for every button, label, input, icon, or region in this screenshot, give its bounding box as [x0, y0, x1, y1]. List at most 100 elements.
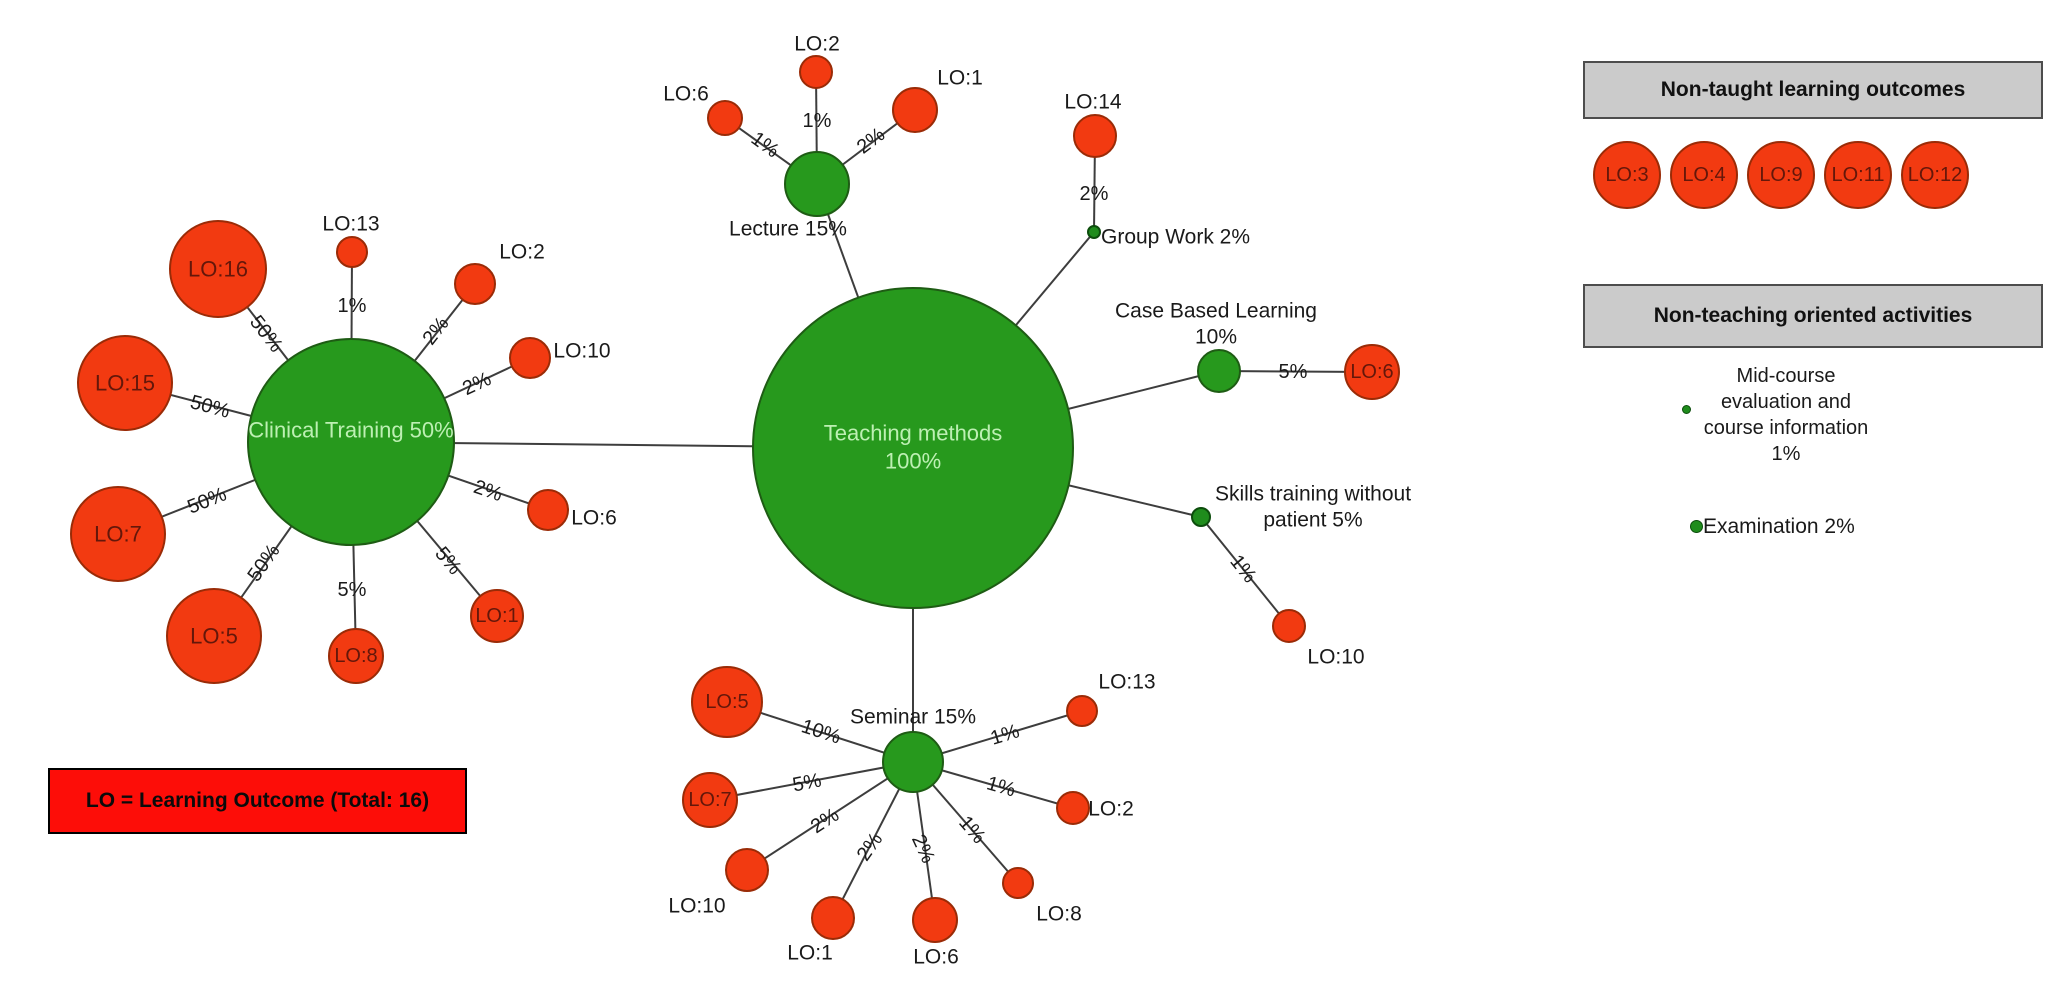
node-cl_lo15: [77, 335, 173, 431]
node-cl_lo1: [470, 589, 524, 643]
node-cl_lo10: [509, 337, 551, 379]
node-cl_lo6: [527, 489, 569, 531]
node-cl_lo16-label: LO:16: [188, 257, 248, 282]
node-groupwork-ext-label: Group Work 2%: [1101, 226, 1250, 249]
edge-seminar-se_lo10: [746, 761, 914, 871]
edge-label-skills-sk_lo10: 1%: [1225, 551, 1260, 587]
node-lecture-ext-label: Lecture 15%: [729, 218, 847, 241]
node-teaching: [752, 287, 1074, 609]
non-taught-lo-circle: LO:3: [1593, 141, 1661, 209]
node-casebased: [1197, 349, 1241, 393]
node-lec_lo1-ext-label: LO:1: [937, 67, 983, 90]
node-cl_lo13-ext-label: LO:13: [322, 213, 379, 236]
midcourse-activity-text: Mid-course evaluation and course informa…: [1688, 363, 1884, 467]
node-lec_lo6-ext-label: LO:6: [663, 83, 709, 106]
edge-label-clinical-cl_lo5: 50%: [244, 540, 285, 586]
node-lec_lo2: [799, 55, 833, 89]
edge-label-clinical-cl_lo7: 50%: [184, 483, 230, 518]
node-skills: [1191, 507, 1211, 527]
non-teaching-header-label: Non-teaching oriented activities: [1653, 304, 1973, 327]
node-se_lo2-ext-label: LO:2: [1088, 798, 1134, 821]
node-cl_lo8-label: LO:8: [334, 645, 377, 667]
edge-label-clinical-cl_lo6: 2%: [471, 476, 506, 506]
node-cl_lo2-ext-label: LO:2: [499, 241, 545, 264]
node-casebased-ext-label: 10%: [1195, 326, 1237, 349]
node-se_lo6-ext-label: LO:6: [913, 946, 959, 969]
edge-label-seminar-se_lo10: 2%: [807, 804, 843, 838]
node-groupwork: [1087, 225, 1101, 239]
node-teaching-label: Teaching methods: [824, 421, 1003, 446]
node-se_lo6: [912, 897, 958, 943]
edge-label-seminar-se_lo13: 1%: [988, 720, 1022, 750]
node-lec_lo6: [707, 100, 743, 136]
node-cl_lo8: [328, 628, 384, 684]
node-clinical-label: Clinical Training 50%: [248, 418, 453, 443]
edge-seminar-se_lo7: [709, 761, 914, 801]
edge-label-casebased-cb_lo6: 5%: [1279, 361, 1308, 383]
node-se_lo10: [725, 848, 769, 892]
node-se_lo2: [1056, 791, 1090, 825]
node-se_lo5-label: LO:5: [705, 691, 748, 713]
node-seminar: [882, 731, 944, 793]
node-se_lo10-ext-label: LO:10: [668, 895, 725, 918]
edge-label-seminar-se_lo1: 2%: [853, 829, 888, 865]
non-taught-lo-circle: LO:11: [1824, 141, 1892, 209]
non-taught-lo-circle: LO:4: [1670, 141, 1738, 209]
edge-label-seminar-se_lo6: 2%: [907, 831, 939, 867]
lo-note-label: LO = Learning Outcome (Total: 16): [85, 789, 430, 812]
non-taught-header-label: Non-taught learning outcomes: [1660, 78, 1966, 101]
lo-note-box: LO = Learning Outcome (Total: 16): [48, 768, 467, 834]
node-cl_lo16: [169, 220, 267, 318]
node-gw_lo14: [1073, 114, 1117, 158]
non-taught-lo-circle: LO:9: [1747, 141, 1815, 209]
edge-label-clinical-cl_lo13: 1%: [338, 295, 367, 317]
examination-dot-icon: [1690, 520, 1703, 533]
node-se_lo5: [691, 666, 763, 738]
node-lec_lo1: [892, 87, 938, 133]
node-cl_lo7: [70, 486, 166, 582]
midcourse-line-3: course information: [1703, 417, 1869, 439]
non-taught-lo-circle: LO:12: [1901, 141, 1969, 209]
edge-label-lecture-lec_lo2: 1%: [803, 110, 832, 132]
edge-label-clinical-cl_lo8: 5%: [338, 579, 367, 601]
node-cl_lo5-label: LO:5: [190, 624, 238, 649]
node-se_lo8-ext-label: LO:8: [1036, 903, 1082, 926]
node-gw_lo14-ext-label: LO:14: [1064, 91, 1122, 114]
non-teaching-header: Non-teaching oriented activities: [1583, 284, 2043, 348]
node-se_lo7: [682, 772, 738, 828]
node-cl_lo6-ext-label: LO:6: [571, 507, 617, 530]
node-cl_lo2: [454, 263, 496, 305]
node-skills-ext-label: patient 5%: [1263, 509, 1362, 532]
node-clinical: [247, 338, 455, 546]
edge-label-seminar-se_lo7: 5%: [791, 769, 824, 796]
node-se_lo13-ext-label: LO:13: [1098, 671, 1155, 694]
node-casebased-ext-label: Case Based Learning: [1115, 300, 1317, 323]
node-cb_lo6: [1344, 344, 1400, 400]
midcourse-dot-icon: [1682, 405, 1691, 414]
node-cl_lo5: [166, 588, 262, 684]
node-skills-ext-label: Skills training without: [1215, 483, 1411, 506]
node-se_lo1-ext-label: LO:1: [787, 942, 833, 965]
edge-label-clinical-cl_lo15: 50%: [188, 391, 233, 423]
node-cb_lo6-label: LO:6: [1350, 361, 1393, 383]
node-cl_lo7-label: LO:7: [94, 522, 142, 547]
node-cl_lo13: [336, 236, 368, 268]
node-sk_lo10: [1272, 609, 1306, 643]
non-taught-header: Non-taught learning outcomes: [1583, 61, 2043, 119]
non-taught-lo-row: LO:3 LO:4 LO:9 LO:11 LO:12: [1593, 141, 1969, 209]
node-cl_lo10-ext-label: LO:10: [553, 340, 610, 363]
midcourse-line-1: Mid-course: [1736, 365, 1836, 387]
node-se_lo1: [811, 896, 855, 940]
edge-skills-sk_lo10: [1200, 516, 1290, 627]
examination-activity-text: Examination 2%: [1703, 515, 1855, 538]
edge-label-lecture-lec_lo6: 1%: [747, 128, 783, 163]
edge-label-seminar-se_lo8: 1%: [954, 812, 990, 848]
midcourse-line-2: evaluation and: [1720, 391, 1852, 413]
node-teaching-label: 100%: [885, 449, 941, 474]
edge-label-seminar-se_lo2: 1%: [984, 772, 1018, 801]
node-lec_lo2-ext-label: LO:2: [794, 33, 840, 56]
node-seminar-ext-label: Seminar 15%: [850, 706, 976, 729]
node-se_lo13: [1066, 695, 1098, 727]
edge-label-seminar-se_lo5: 10%: [799, 715, 844, 748]
